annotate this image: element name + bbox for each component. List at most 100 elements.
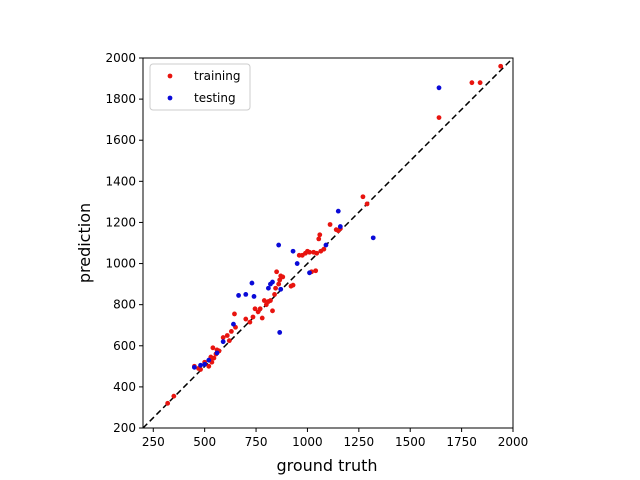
- data-point-training: [469, 80, 475, 86]
- legend-label-training: training: [194, 69, 241, 83]
- legend-marker-testing: [167, 95, 173, 101]
- data-point-testing: [270, 279, 275, 285]
- data-point-training: [206, 363, 212, 369]
- data-point-training: [210, 345, 216, 351]
- x-tick-label: 1250: [344, 435, 375, 449]
- data-point-training: [259, 315, 265, 321]
- x-tick-label: 1750: [446, 435, 477, 449]
- identity-reference-line: [142, 57, 514, 429]
- data-point-testing: [214, 350, 220, 356]
- data-point-training: [220, 335, 226, 340]
- x-tick-label: 250: [142, 435, 165, 449]
- data-point-testing: [191, 364, 197, 370]
- data-point-testing: [370, 235, 376, 241]
- data-point-training: [268, 298, 273, 303]
- data-point-training: [360, 194, 366, 200]
- data-point-training: [247, 319, 253, 325]
- data-point-training: [226, 338, 232, 344]
- data-point-training: [321, 246, 327, 252]
- data-point-training: [198, 367, 203, 372]
- data-point-training: [364, 201, 370, 207]
- legend-marker-training: [167, 73, 173, 79]
- data-point-training: [498, 63, 504, 69]
- data-point-training: [250, 314, 256, 320]
- data-point-training: [327, 222, 333, 227]
- x-tick-label: 1000: [292, 435, 323, 449]
- data-point-training: [171, 393, 177, 399]
- data-point-testing: [290, 248, 296, 254]
- data-point-testing: [294, 261, 300, 266]
- legend-label-testing: testing: [194, 91, 236, 105]
- data-point-training: [307, 249, 312, 255]
- data-point-testing: [236, 293, 241, 298]
- axes-layer: [142, 57, 514, 429]
- data-point-training: [165, 400, 171, 406]
- y-tick-label: 600: [113, 339, 136, 353]
- data-point-testing: [251, 294, 257, 299]
- data-point-testing: [231, 321, 236, 327]
- data-point-training: [436, 115, 442, 121]
- data-point-training: [277, 277, 283, 283]
- y-axis-label: prediction: [75, 203, 94, 283]
- data-point-training: [228, 328, 234, 334]
- data-point-testing: [436, 85, 442, 91]
- data-point-training: [243, 316, 249, 322]
- data-point-training: [477, 80, 483, 86]
- data-point-testing: [337, 224, 343, 229]
- data-point-testing: [220, 339, 226, 345]
- x-tick-label: 500: [193, 435, 216, 449]
- y-tick-label: 1000: [105, 257, 136, 271]
- points-layer: [165, 63, 504, 406]
- y-tick-label: 200: [113, 421, 136, 435]
- data-point-training: [314, 250, 320, 256]
- legend-item-testing: testing: [167, 91, 236, 105]
- data-point-testing: [323, 242, 329, 248]
- data-point-testing: [265, 285, 271, 291]
- y-tick-label: 2000: [105, 51, 136, 65]
- x-tick-label: 1500: [395, 435, 426, 449]
- y-tick-label: 1200: [105, 215, 136, 229]
- legend-box: [149, 63, 251, 111]
- data-point-training: [290, 282, 296, 288]
- data-point-training: [270, 308, 275, 314]
- legend: training testing: [149, 63, 251, 111]
- data-point-testing: [202, 361, 208, 367]
- data-point-training: [261, 298, 267, 303]
- data-point-training: [313, 268, 319, 274]
- data-point-testing: [249, 280, 255, 286]
- y-tick-label: 1800: [105, 92, 136, 106]
- data-point-testing: [206, 357, 212, 363]
- data-point-testing: [335, 208, 341, 214]
- data-point-testing: [307, 270, 312, 276]
- data-point-testing: [243, 291, 249, 297]
- data-point-training: [280, 274, 286, 280]
- data-point-training: [272, 291, 277, 297]
- x-tick-label: 750: [245, 435, 268, 449]
- y-tick-label: 800: [113, 298, 136, 312]
- reference-layer: [142, 57, 514, 429]
- data-point-training: [273, 285, 278, 291]
- data-point-training: [276, 281, 282, 287]
- data-point-testing: [276, 242, 282, 248]
- data-point-training: [211, 355, 217, 361]
- plot-frame: [142, 57, 514, 429]
- data-point-training: [232, 311, 237, 317]
- legend-item-training: training: [167, 69, 241, 83]
- data-point-testing: [277, 330, 283, 335]
- data-point-training: [257, 306, 263, 312]
- data-point-training: [274, 269, 280, 275]
- data-point-training: [316, 236, 322, 242]
- series-testing: [191, 85, 442, 370]
- data-point-training: [252, 306, 258, 312]
- y-tick-label: 400: [113, 380, 136, 394]
- y-tick-label: 1600: [105, 133, 136, 147]
- ticks-layer: 250 500 750 1000 1250 1500 1750 2000 200 400 600 80…: [105, 51, 528, 449]
- data-point-training: [224, 333, 230, 338]
- y-tick-label: 1400: [105, 174, 136, 188]
- data-point-training: [317, 232, 323, 238]
- data-point-testing: [198, 362, 203, 368]
- x-axis-label: ground truth: [276, 456, 377, 475]
- x-tick-label: 2000: [498, 435, 529, 449]
- data-point-testing: [278, 286, 284, 292]
